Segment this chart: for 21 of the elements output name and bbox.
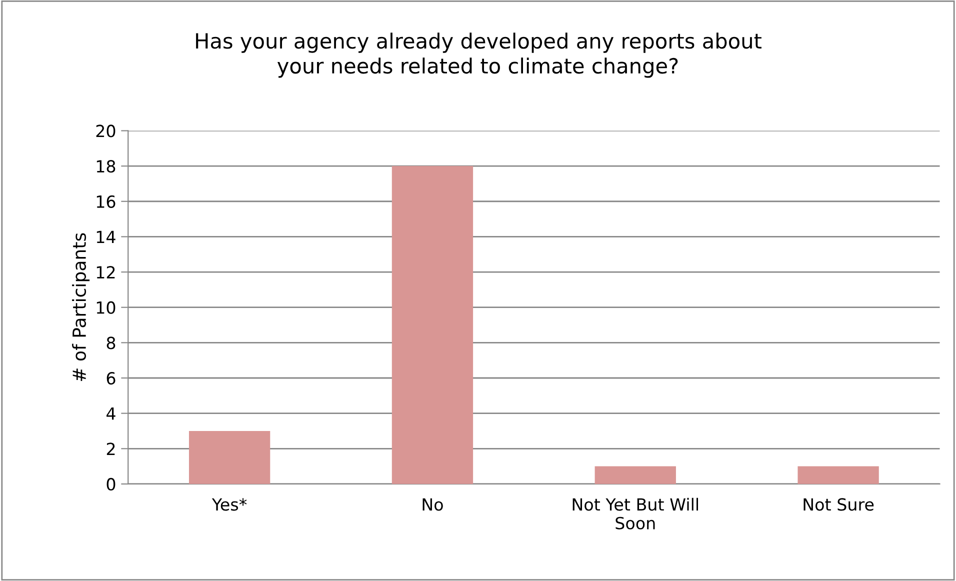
y-tick-label: 2	[106, 442, 115, 455]
y-tick-label: 4	[106, 408, 116, 420]
chart-title: Has your agency already developed any reports about your needs related to climate change?	[196, 32, 762, 78]
bar	[798, 466, 879, 484]
x-tick-label: Yes*	[212, 498, 247, 511]
y-tick-label: 14	[96, 230, 116, 244]
y-tick-label: 18	[96, 160, 116, 173]
bar	[188, 430, 270, 484]
x-tick-label: No	[422, 498, 443, 511]
bar	[594, 466, 676, 484]
y-tick-label: 0	[106, 478, 116, 491]
x-tick-label: Not Sure	[804, 498, 874, 511]
bar	[392, 166, 474, 484]
y-tick-label: 12	[96, 266, 115, 278]
y-tick-label: 10	[96, 301, 116, 314]
x-tick-label: Not Yet But Will Soon	[572, 498, 698, 530]
y-tick-label: 20	[96, 124, 116, 138]
y-tick-label: 6	[106, 372, 116, 385]
y-tick-label: 8	[106, 336, 116, 350]
y-tick-label: 16	[96, 195, 116, 208]
y-axis-title: # of Participants	[72, 233, 90, 381]
